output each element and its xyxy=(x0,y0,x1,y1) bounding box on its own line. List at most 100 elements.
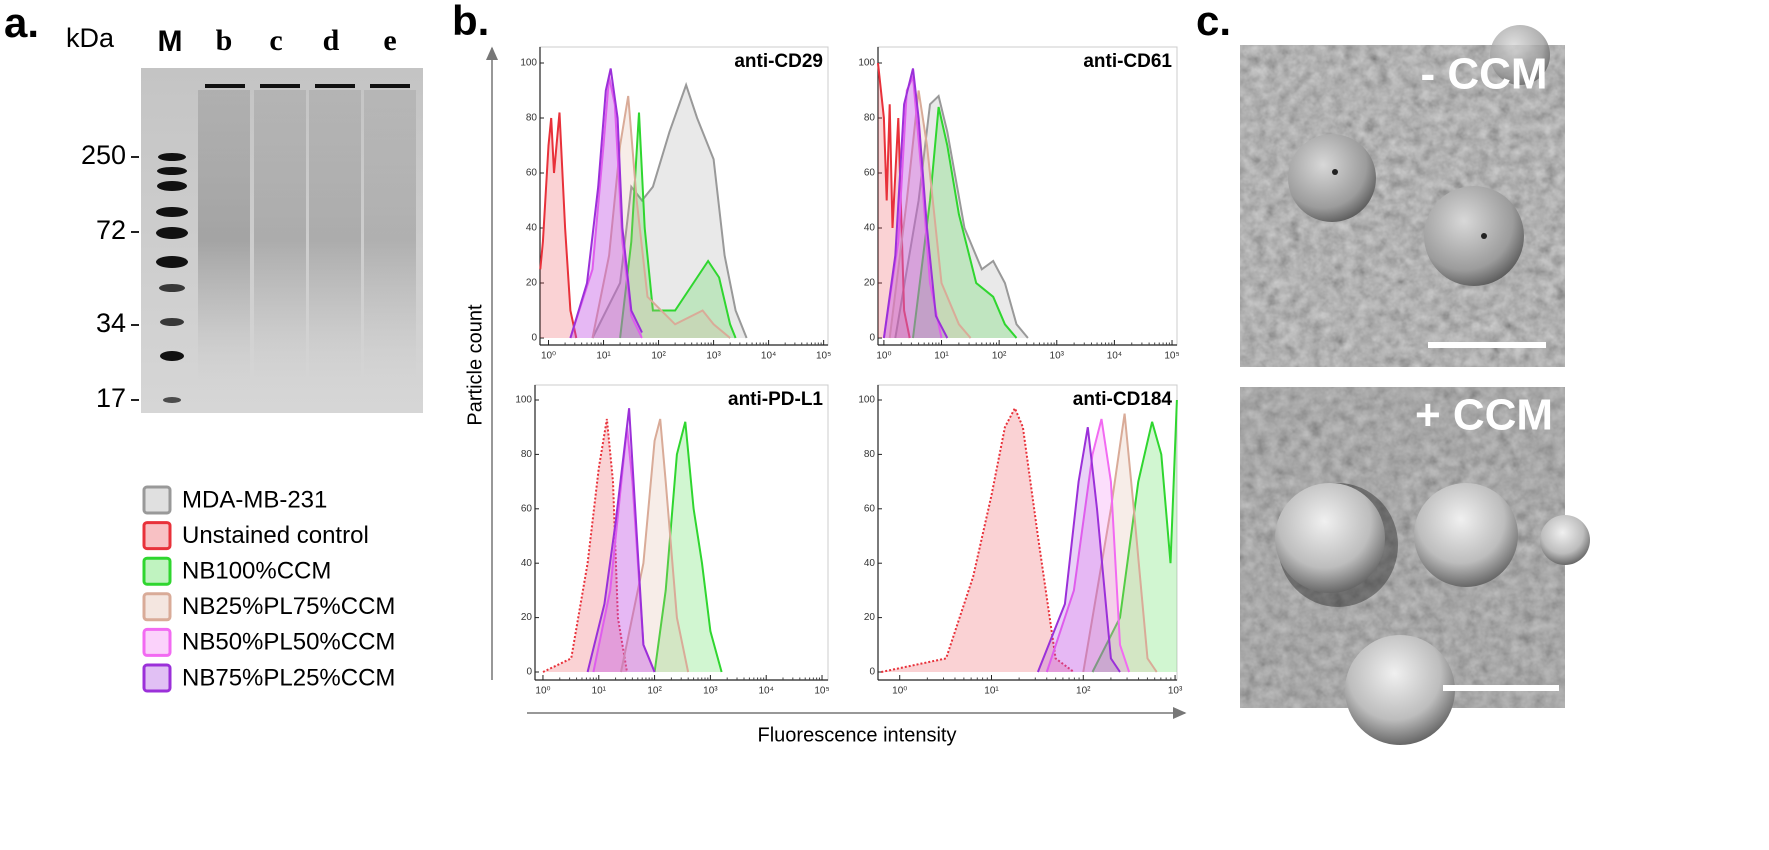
x-tick-label: 10⁰ xyxy=(892,686,907,697)
x-tick-label: 10⁴ xyxy=(758,686,773,697)
histogram-area xyxy=(1092,400,1177,672)
x-tick-label: 10¹ xyxy=(592,686,607,697)
y-tick-label: 60 xyxy=(864,503,876,514)
histogram-area xyxy=(592,85,747,338)
legend-swatch xyxy=(142,556,172,586)
histogram-area xyxy=(889,90,971,338)
sem-image: - CCM xyxy=(1240,25,1565,367)
panel-label: b. xyxy=(452,0,489,44)
histogram-line xyxy=(653,421,723,673)
x-tick-label: 10¹ xyxy=(934,351,949,362)
x-tick-label: 10² xyxy=(651,351,666,362)
y-tick-label: 60 xyxy=(526,168,538,179)
y-tick-label: 100 xyxy=(858,395,875,406)
histogram-line xyxy=(1045,418,1131,673)
x-tick-label: 10⁰ xyxy=(535,686,550,697)
y-tick-label: 20 xyxy=(521,612,533,623)
x-tick-label: 10⁵ xyxy=(814,686,829,697)
histogram-line xyxy=(591,81,748,339)
legend-swatch xyxy=(142,485,172,515)
lane-label: b xyxy=(216,24,233,57)
y-tick-label: 60 xyxy=(521,503,533,514)
y-tick-label: 0 xyxy=(531,333,537,344)
panel-title: anti-PD-L1 xyxy=(728,389,823,410)
histogram-area xyxy=(540,112,577,338)
legend-label: NB75%PL25%CCM xyxy=(182,664,395,691)
x-tick-label: 10² xyxy=(647,686,662,697)
histogram-panel: 0 20 40 60 80 100 10⁰ 10¹ 10² 10³ 10⁴ 10⁵ anti-CD29 xyxy=(520,46,831,362)
x-tick-label: 10³ xyxy=(1168,686,1183,697)
legend-swatch xyxy=(142,592,172,622)
y-tick-label: 40 xyxy=(864,558,876,569)
x-tick-label: 10⁰ xyxy=(876,351,891,362)
y-tick-label: 60 xyxy=(864,168,876,179)
y-tick-label: 0 xyxy=(869,667,875,678)
panel-label: c. xyxy=(1196,0,1231,44)
histogram-line xyxy=(586,408,656,673)
histogram-line xyxy=(877,62,911,339)
histogram-line xyxy=(620,418,690,673)
x-tick-label: 10¹ xyxy=(984,686,999,697)
lane-label: d xyxy=(323,24,340,57)
histogram-line xyxy=(1091,399,1178,673)
histogram-line xyxy=(542,418,628,673)
legend-label: MDA-MB-231 xyxy=(182,486,327,513)
y-axis-label: Particle count xyxy=(464,304,486,426)
marker-label: 250 xyxy=(81,140,126,170)
sem-image: + CCM xyxy=(1240,387,1590,745)
y-tick-label: 80 xyxy=(526,113,538,124)
x-tick-label: 10² xyxy=(1076,686,1091,697)
legend-swatch xyxy=(142,663,172,693)
y-tick-label: 40 xyxy=(526,223,538,234)
y-tick-label: 100 xyxy=(858,58,875,69)
panel-label: a. xyxy=(4,0,39,46)
y-tick-label: 80 xyxy=(864,449,876,460)
histogram-area xyxy=(570,68,642,338)
x-tick-label: 10² xyxy=(992,351,1007,362)
lane-label: c xyxy=(269,24,282,57)
histogram-line xyxy=(569,68,643,339)
histogram-area xyxy=(593,427,655,672)
histogram-line xyxy=(1036,427,1121,673)
x-axis-label: Fluorescence intensity xyxy=(758,724,957,746)
y-tick-label: 100 xyxy=(520,58,537,69)
histogram-area xyxy=(620,112,736,338)
histogram-area xyxy=(1046,419,1130,672)
y-tick-label: 80 xyxy=(521,449,533,460)
x-tick-label: 10³ xyxy=(703,686,718,697)
histogram-area xyxy=(881,408,1074,672)
lane-label: M xyxy=(158,25,183,58)
legend-swatch xyxy=(142,521,172,551)
histogram-area xyxy=(570,76,642,339)
legend-label: NB100%CCM xyxy=(182,558,331,585)
legend-label: NB50%PL50%CCM xyxy=(182,629,395,656)
y-tick-label: 20 xyxy=(864,278,876,289)
histogram-area xyxy=(621,419,689,672)
panel-title: anti-CD61 xyxy=(1083,51,1172,72)
histogram-area xyxy=(654,421,722,672)
histogram-panel: 0 20 40 60 80 100 10⁰ 10¹ 10² 10³ anti-CD184 xyxy=(858,384,1183,697)
histogram-panel: 0 20 40 60 80 100 10⁰ 10¹ 10² 10³ 10⁴ 10⁵ anti-CD61 xyxy=(858,46,1180,362)
y-tick-label: 40 xyxy=(521,558,533,569)
histogram-area xyxy=(913,107,1017,338)
image-label: + CCM xyxy=(1415,391,1553,440)
y-tick-label: 20 xyxy=(526,278,538,289)
x-tick-label: 10⁰ xyxy=(541,351,556,362)
y-tick-label: 100 xyxy=(515,395,532,406)
marker-label: 72 xyxy=(96,215,126,245)
y-tick-label: 80 xyxy=(864,113,876,124)
x-tick-label: 10³ xyxy=(706,351,721,362)
histogram-line xyxy=(881,405,1075,673)
histogram-line xyxy=(888,90,972,339)
x-tick-label: 10⁴ xyxy=(761,351,776,362)
unit-label: kDa xyxy=(66,23,115,53)
marker-label: 17 xyxy=(96,383,126,413)
histogram-area xyxy=(1037,427,1120,672)
image-label: - CCM xyxy=(1420,50,1547,99)
lane-label: e xyxy=(383,24,396,57)
legend-label: Unstained control xyxy=(182,522,369,549)
x-tick-label: 10⁵ xyxy=(1164,351,1179,362)
histogram-area xyxy=(883,68,948,338)
histogram-area xyxy=(1083,413,1157,672)
